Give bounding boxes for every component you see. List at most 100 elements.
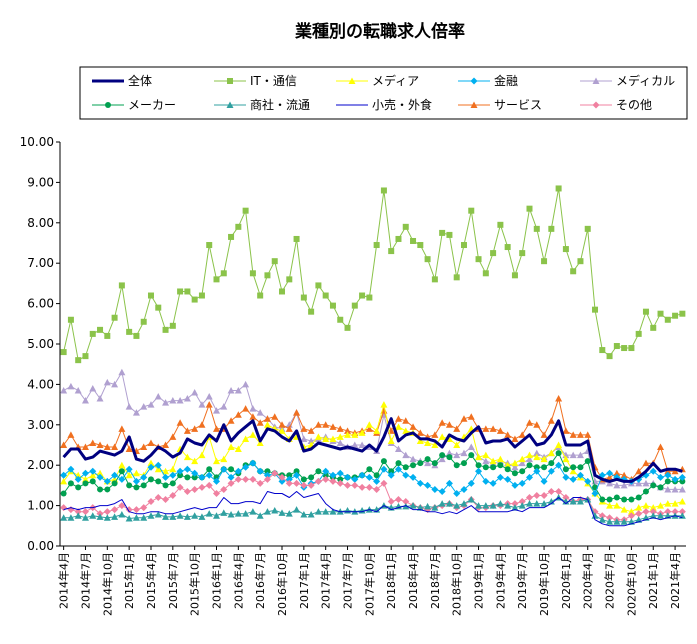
data-point <box>613 343 620 350</box>
data-point <box>162 496 170 504</box>
legend-label: 小売・外食 <box>372 97 432 112</box>
data-point <box>271 469 279 477</box>
data-point <box>220 485 228 493</box>
data-point <box>599 496 606 503</box>
data-point <box>489 457 497 465</box>
data-point <box>300 294 307 301</box>
y-tick-label: 0.00 <box>27 539 54 553</box>
data-point <box>96 469 104 477</box>
data-point <box>344 506 352 514</box>
data-point <box>198 483 206 491</box>
data-point <box>490 250 497 257</box>
data-point <box>118 282 125 289</box>
data-point <box>446 231 453 238</box>
data-point <box>169 322 176 329</box>
data-point <box>562 473 570 481</box>
data-point <box>300 510 308 518</box>
legend-item: メーカー <box>92 98 176 112</box>
data-point <box>541 258 548 265</box>
data-point <box>366 294 373 301</box>
data-point <box>213 477 220 485</box>
data-point <box>409 423 417 430</box>
data-point <box>591 508 599 516</box>
data-point <box>431 504 439 511</box>
data-point <box>562 494 570 502</box>
data-point <box>460 485 468 493</box>
data-point <box>183 513 191 520</box>
data-point <box>183 427 191 434</box>
data-point <box>336 479 344 487</box>
data-point <box>438 455 446 463</box>
data-point <box>82 480 89 487</box>
data-point <box>445 500 453 507</box>
x-tick-label: 2017年4月 <box>319 552 333 609</box>
data-point <box>671 475 679 483</box>
data-point <box>496 427 504 434</box>
data-point <box>431 441 439 448</box>
data-point <box>96 513 104 520</box>
data-point <box>453 502 461 509</box>
legend-item: その他 <box>580 98 652 112</box>
data-point <box>213 457 220 465</box>
data-point <box>220 270 227 277</box>
data-point <box>103 514 111 521</box>
x-tick-label: 2020年4月 <box>581 552 595 609</box>
data-point <box>315 282 322 289</box>
data-point <box>155 478 162 485</box>
data-point <box>271 258 278 265</box>
data-point <box>511 481 519 489</box>
data-point <box>286 472 293 479</box>
data-point <box>606 473 614 481</box>
data-point <box>679 310 686 317</box>
y-tick-label: 9.00 <box>27 175 54 189</box>
data-point <box>664 478 671 485</box>
data-point <box>526 455 533 463</box>
x-tick-label: 2021年4月 <box>668 552 682 609</box>
data-point <box>445 449 453 457</box>
data-point <box>417 460 424 467</box>
data-point <box>635 510 643 518</box>
data-point <box>438 433 446 440</box>
data-point <box>132 506 140 514</box>
data-point <box>482 457 490 465</box>
data-point <box>453 274 460 281</box>
data-point <box>169 433 177 440</box>
data-point <box>504 466 511 473</box>
data-point <box>278 421 286 428</box>
data-point <box>460 500 468 507</box>
data-point <box>416 437 424 444</box>
data-point <box>337 476 344 483</box>
data-point <box>147 292 154 299</box>
data-point <box>562 455 570 463</box>
data-point <box>176 467 184 475</box>
data-point <box>169 513 177 520</box>
data-point <box>620 481 628 489</box>
data-point <box>642 479 650 487</box>
data-point <box>671 485 679 493</box>
data-point <box>162 399 170 406</box>
data-point <box>125 465 133 473</box>
data-point <box>242 475 250 483</box>
data-point <box>395 460 402 467</box>
data-point <box>460 460 467 467</box>
data-point <box>642 308 649 315</box>
data-point <box>664 508 672 516</box>
data-point <box>410 237 417 244</box>
data-point <box>380 465 388 473</box>
data-point <box>606 353 613 360</box>
data-point <box>118 368 126 376</box>
data-point <box>540 455 548 463</box>
data-point <box>562 498 570 505</box>
data-point <box>678 485 686 493</box>
data-point <box>460 415 468 422</box>
data-point <box>598 516 606 523</box>
data-point <box>89 439 97 446</box>
data-point <box>620 471 628 479</box>
data-point <box>89 384 97 392</box>
y-tick-label: 5.00 <box>27 337 54 351</box>
y-axis: 0.00 1.00 2.00 3.00 4.00 5.00 6.00 7.00 8.00 9.00… <box>20 135 61 553</box>
x-tick-label: 2020年7月 <box>603 552 617 609</box>
data-point <box>482 464 489 471</box>
legend-item: メディカル <box>580 73 675 88</box>
